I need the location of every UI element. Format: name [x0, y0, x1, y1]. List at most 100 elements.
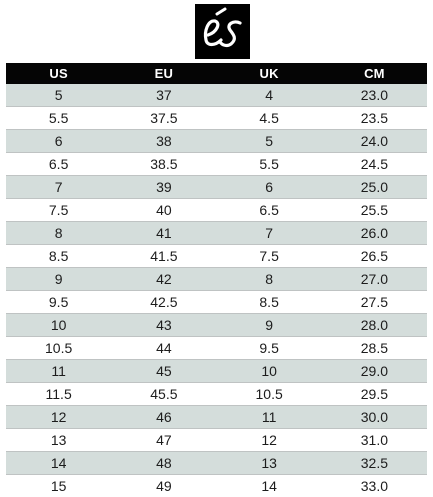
cell-us: 7.5 [6, 199, 111, 222]
cell-cm: 24.5 [322, 153, 427, 176]
cell-eu: 41.5 [111, 245, 216, 268]
cell-cm: 23.0 [322, 84, 427, 107]
cell-uk: 13 [217, 452, 322, 475]
cell-cm: 27.5 [322, 291, 427, 314]
cell-us: 6.5 [6, 153, 111, 176]
size-chart-header: US EU UK CM [6, 63, 427, 84]
cell-eu: 37 [111, 84, 216, 107]
cell-cm: 26.5 [322, 245, 427, 268]
cell-uk: 6 [217, 176, 322, 199]
cell-eu: 42.5 [111, 291, 216, 314]
header-row: US EU UK CM [6, 63, 427, 84]
cell-us: 9.5 [6, 291, 111, 314]
cell-us: 8 [6, 222, 111, 245]
column-header-eu: EU [111, 63, 216, 84]
cell-cm: 28.0 [322, 314, 427, 337]
cell-us: 12 [6, 406, 111, 429]
cell-uk: 10.5 [217, 383, 322, 406]
cell-us: 9 [6, 268, 111, 291]
cell-uk: 8 [217, 268, 322, 291]
cell-us: 7 [6, 176, 111, 199]
cell-us: 15 [6, 475, 111, 497]
cell-uk: 9 [217, 314, 322, 337]
cell-eu: 45.5 [111, 383, 216, 406]
brand-logo [195, 4, 250, 59]
cell-uk: 7 [217, 222, 322, 245]
cell-us: 6 [6, 130, 111, 153]
cell-eu: 40 [111, 199, 216, 222]
cell-eu: 45 [111, 360, 216, 383]
cell-us: 10 [6, 314, 111, 337]
cell-us: 5.5 [6, 107, 111, 130]
es-logo-icon [195, 4, 250, 59]
cell-uk: 8.5 [217, 291, 322, 314]
cell-uk: 5.5 [217, 153, 322, 176]
cell-eu: 38 [111, 130, 216, 153]
cell-eu: 44 [111, 337, 216, 360]
cell-uk: 10 [217, 360, 322, 383]
cell-cm: 26.0 [322, 222, 427, 245]
cell-eu: 38.5 [111, 153, 216, 176]
cell-cm: 27.0 [322, 268, 427, 291]
cell-uk: 9.5 [217, 337, 322, 360]
cell-uk: 4.5 [217, 107, 322, 130]
cell-uk: 4 [217, 84, 322, 107]
cell-cm: 33.0 [322, 475, 427, 497]
cell-uk: 5 [217, 130, 322, 153]
cell-eu: 42 [111, 268, 216, 291]
cell-us: 8.5 [6, 245, 111, 268]
cell-eu: 49 [111, 475, 216, 497]
cell-us: 13 [6, 429, 111, 452]
column-header-uk: UK [217, 63, 322, 84]
cell-cm: 29.5 [322, 383, 427, 406]
cell-eu: 43 [111, 314, 216, 337]
cell-cm: 30.0 [322, 406, 427, 429]
cell-eu: 37.5 [111, 107, 216, 130]
cell-us: 11.5 [6, 383, 111, 406]
cell-cm: 31.0 [322, 429, 427, 452]
column-header-us: US [6, 63, 111, 84]
column-header-cm: CM [322, 63, 427, 84]
cell-cm: 29.0 [322, 360, 427, 383]
cell-eu: 48 [111, 452, 216, 475]
cell-uk: 6.5 [217, 199, 322, 222]
cell-cm: 25.5 [322, 199, 427, 222]
cell-us: 10.5 [6, 337, 111, 360]
cell-eu: 41 [111, 222, 216, 245]
cell-eu: 39 [111, 176, 216, 199]
cell-us: 5 [6, 84, 111, 107]
cell-us: 11 [6, 360, 111, 383]
cell-uk: 11 [217, 406, 322, 429]
cell-eu: 46 [111, 406, 216, 429]
cell-cm: 25.0 [322, 176, 427, 199]
cell-cm: 23.5 [322, 107, 427, 130]
cell-eu: 47 [111, 429, 216, 452]
cell-cm: 24.0 [322, 130, 427, 153]
cell-uk: 7.5 [217, 245, 322, 268]
cell-cm: 28.5 [322, 337, 427, 360]
cell-cm: 32.5 [322, 452, 427, 475]
cell-us: 14 [6, 452, 111, 475]
cell-uk: 12 [217, 429, 322, 452]
cell-uk: 14 [217, 475, 322, 497]
